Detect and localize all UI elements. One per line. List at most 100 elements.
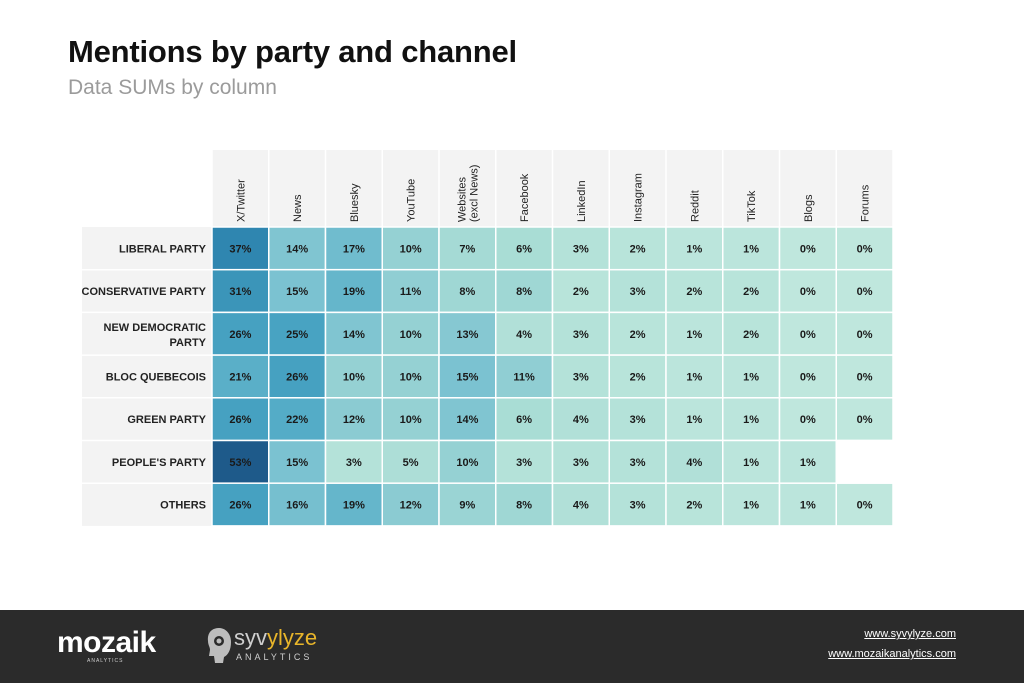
row-label: OTHERS — [160, 500, 206, 512]
heatmap-cell — [551, 311, 610, 356]
heatmap-cell — [268, 268, 327, 314]
column-header: Websites — [456, 176, 468, 222]
cell-value-label: 14% — [343, 329, 365, 341]
cell-value-label: 4% — [516, 329, 532, 341]
heatmap-cell — [551, 226, 610, 271]
column-header: Instagram — [633, 173, 645, 222]
heatmap-cell — [324, 268, 383, 314]
cell-value-label: 1% — [743, 457, 759, 469]
heatmap-cell — [665, 354, 724, 399]
syvylyze-logo[interactable]: syvylyze ANALYTICS — [206, 624, 331, 672]
syvylyze-logo-tagline: ANALYTICS — [236, 652, 313, 662]
cell-value-label: 0% — [857, 329, 873, 341]
cell-value-label: 14% — [456, 414, 478, 426]
chart-subtitle: Data SUMs by column — [68, 76, 277, 99]
heatmap-cell — [665, 268, 724, 314]
cell-value-label: 4% — [573, 500, 589, 512]
cell-value-label: 1% — [686, 329, 702, 341]
cell-value-label: 26% — [229, 500, 251, 512]
cell-value-label: 5% — [403, 457, 419, 469]
cell-value-label: 1% — [686, 414, 702, 426]
cell-value-label: 12% — [400, 500, 422, 512]
heatmap-cell — [665, 311, 724, 356]
heatmap-cell — [495, 439, 554, 484]
cell-value-label: 4% — [573, 414, 589, 426]
mozaik-logo-word: mozaik — [57, 626, 156, 659]
heatmap-cell — [608, 397, 667, 442]
cell-value-label: 26% — [229, 329, 251, 341]
syvylyze-link[interactable]: www.syvylyze.com — [864, 628, 956, 640]
cell-value-label: 9% — [459, 500, 475, 512]
cell-value-label: 1% — [800, 457, 816, 469]
cell-value-label: 1% — [743, 243, 759, 255]
syvylyze-logo-word: syvylyze — [234, 625, 318, 650]
heatmap-cell — [438, 354, 497, 399]
cell-value-label: 2% — [630, 243, 646, 255]
heatmap-cell — [381, 482, 440, 526]
cell-value-label: 10% — [343, 371, 365, 383]
heatmap-cell — [551, 354, 610, 399]
heatmap-cell — [835, 268, 893, 314]
cell-value-label: 0% — [857, 286, 873, 298]
cell-value-label: 4% — [686, 457, 702, 469]
heatmap-cell — [835, 439, 893, 484]
cell-value-label: 7% — [459, 243, 475, 255]
column-header: Facebook — [519, 173, 531, 222]
heatmap-cell — [778, 354, 837, 399]
column-header: LinkedIn — [576, 180, 588, 222]
cell-value-label: 2% — [686, 500, 702, 512]
cell-value-label: 2% — [686, 286, 702, 298]
cell-value-label: 3% — [630, 286, 646, 298]
heatmap-cell — [722, 226, 781, 271]
heatmap-svg: X/Twitter News Bluesky YouTube Websites (excl… — [82, 150, 893, 526]
cell-value-label: 10% — [400, 243, 422, 255]
cell-value-label: 1% — [686, 371, 702, 383]
cell-value-label: 26% — [229, 414, 251, 426]
heatmap-cell — [438, 439, 497, 484]
cell-value-label: 8% — [459, 286, 475, 298]
cell-value-label: 17% — [343, 243, 365, 255]
row-label: GREEN PARTY — [127, 414, 206, 426]
cell-value-label: 26% — [286, 371, 308, 383]
heatmap-cell — [495, 226, 554, 271]
mozaik-logo-tagline: ANALYTICS — [87, 658, 124, 664]
heatmap-cell — [722, 482, 781, 526]
column-header: News — [292, 194, 304, 222]
heatmap-cell — [438, 311, 497, 356]
row-label: NEW DEMOCRATIC — [104, 322, 207, 334]
cell-value-label: 0% — [800, 329, 816, 341]
mozaik-link[interactable]: www.mozaikanalytics.com — [828, 648, 956, 660]
cell-value-label: 1% — [743, 414, 759, 426]
heatmap-cell — [211, 482, 270, 526]
heatmap-cell — [324, 482, 383, 526]
cell-value-label: 10% — [400, 329, 422, 341]
cell-value-label: 3% — [573, 457, 589, 469]
cell-value-label: 13% — [456, 329, 478, 341]
cell-value-label: 16% — [286, 500, 308, 512]
heatmap-cell — [551, 268, 610, 314]
heatmap-cell — [495, 354, 554, 399]
cell-value-label: 6% — [516, 243, 532, 255]
row-label: BLOC QUEBECOIS — [106, 371, 206, 383]
row-label: PARTY — [170, 337, 207, 349]
cell-value-label: 0% — [800, 243, 816, 255]
cell-value-label: 2% — [743, 329, 759, 341]
cell-value-label: 1% — [743, 500, 759, 512]
column-header: Bluesky — [349, 183, 361, 222]
column-header: Blogs — [803, 194, 815, 222]
head-profile-icon — [207, 628, 231, 663]
mozaik-logo[interactable]: mozaik ANALYTICS — [57, 626, 156, 665]
cell-value-label: 10% — [400, 371, 422, 383]
heatmap: X/Twitter News Bluesky YouTube Websites (excl… — [82, 150, 893, 526]
cell-value-label: 2% — [743, 286, 759, 298]
heatmap-cell — [324, 311, 383, 356]
heatmap-cell — [381, 268, 440, 314]
heatmap-cell — [324, 439, 383, 484]
cell-value-label: 3% — [573, 243, 589, 255]
cell-value-label: 1% — [686, 243, 702, 255]
cell-value-label: 3% — [573, 329, 589, 341]
chart-title: Mentions by party and channel — [68, 34, 517, 69]
column-header: TikTok — [746, 190, 758, 222]
heatmap-cell — [551, 439, 610, 484]
cell-value-label: 19% — [343, 286, 365, 298]
